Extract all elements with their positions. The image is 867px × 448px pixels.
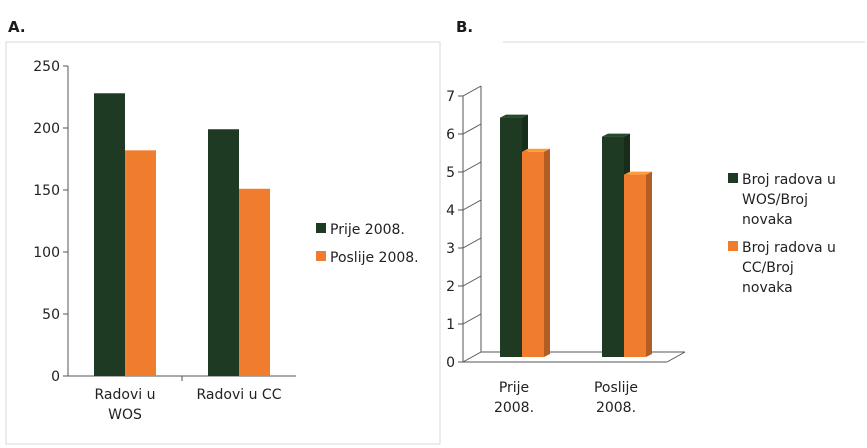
legend-label: Broj radova u CC/Broj novaka [742,240,836,296]
bar [500,117,522,357]
y-depth-tick [462,199,482,211]
bar [125,150,156,376]
y-depth-tick [462,351,482,363]
y-tick-label: 250 [33,59,60,75]
y-tick-label: 4 [446,203,455,219]
x-tick-label: Poslije 2008. [594,380,638,416]
bar-side [646,171,652,357]
x-tick-label: Radovi u WOS [95,387,156,423]
panel-a-label: A. [8,18,26,36]
legend-label: Broj radova u WOS/Broj novaka [742,172,836,228]
y-tick-label: 200 [33,121,60,137]
chart-a: 0 50 100 150 200 250 Radovi u WOS Radovi u CC [5,41,441,445]
legend-b: Broj radova u WOS/Broj novaka Broj radov… [728,170,836,306]
legend-item: Broj radova u CC/Broj novaka [728,238,836,298]
chart-a-border [5,41,441,445]
y-tick-label: 100 [33,245,60,261]
y-depth-tick [462,275,482,287]
x-tick-label: Radovi u CC [197,387,282,403]
y-depth-tick [462,123,482,135]
chart-b: 0 1 2 3 4 5 6 7 Prije 2008. Poslije 2008. [446,41,865,416]
y-tick-label: 150 [33,183,60,199]
y-tick-label: 7 [446,89,455,105]
legend-swatch [728,241,738,251]
x-tick-label: Prije 2008. [494,380,534,416]
bar [602,136,624,357]
y-depth-tick [462,161,482,173]
y-tick-label: 0 [446,355,455,371]
bar-top [624,171,652,175]
bar-top [500,114,528,118]
legend-swatch [316,251,326,261]
y-tick-label: 3 [446,241,455,257]
y-tick-label: 50 [42,307,60,323]
legend-item: Prije 2008. [316,220,419,240]
y-tick-label: 1 [446,317,455,333]
bar-top [522,148,550,152]
y-tick-label: 5 [446,165,455,181]
bar [239,188,270,376]
bar [522,151,544,357]
legend-item: Broj radova u WOS/Broj novaka [728,170,836,230]
legend-swatch [316,223,326,233]
panel-b-label: B. [456,18,474,36]
bar [94,93,125,376]
bar-top [602,133,630,137]
legend-a: Prije 2008. Poslije 2008. [316,220,419,276]
legend-label: Poslije 2008. [330,250,419,266]
bar-side [544,148,550,357]
y-tick-label: 6 [446,127,455,143]
legend-item: Poslije 2008. [316,248,419,268]
y-depth-tick [462,85,482,97]
y-tick-label: 2 [446,279,455,295]
y-depth-tick [462,313,482,325]
legend-label: Prije 2008. [330,222,405,238]
floor-right-edge [666,351,686,363]
y-depth-tick [462,237,482,249]
y-tick-label: 0 [51,369,60,385]
legend-swatch [728,173,738,183]
bar [624,174,646,357]
bar [208,129,239,376]
